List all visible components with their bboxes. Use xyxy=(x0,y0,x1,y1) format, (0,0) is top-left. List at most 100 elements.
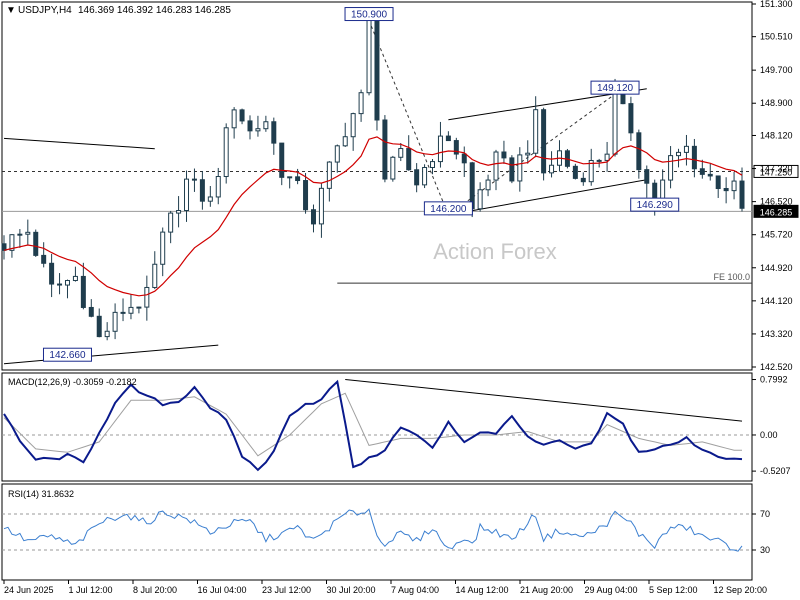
watermark: Action Forex xyxy=(433,239,557,264)
candle-body xyxy=(723,188,729,192)
x-tick-label: 23 Jul 12:00 xyxy=(262,585,311,595)
x-tick-label: 24 Jun 2025 xyxy=(4,585,54,595)
macd-y-tick-label: 0.00 xyxy=(760,430,778,440)
candle-body xyxy=(636,132,642,171)
price-y-tick-label: 149.700 xyxy=(760,65,793,75)
price-annotation-1: 149.120 xyxy=(590,80,640,95)
candle-body xyxy=(477,189,483,210)
x-tick-label: 8 Jul 20:00 xyxy=(133,585,177,595)
candle-body xyxy=(644,169,650,184)
annotation-label: 149.120 xyxy=(597,83,634,94)
macd-layer: 0.7992 0.00 -0.5207 xyxy=(2,375,791,476)
candle-body xyxy=(9,234,15,251)
candle-body xyxy=(453,140,459,155)
candle-body xyxy=(120,311,126,314)
annotation-box xyxy=(630,197,680,212)
candle-body xyxy=(445,135,451,142)
candle-body xyxy=(366,15,372,94)
candle-body xyxy=(303,180,309,211)
candle-body xyxy=(184,178,190,212)
macd-signal-line xyxy=(3,392,742,457)
candle-body xyxy=(17,233,23,236)
candle-body xyxy=(49,262,55,285)
symbol-label: USDJPY,H4 xyxy=(18,5,72,16)
candle-body xyxy=(25,231,31,235)
trendline-1 xyxy=(3,344,219,365)
macd-panel-frame xyxy=(1,372,753,482)
candle-body xyxy=(80,275,86,308)
candle-body xyxy=(96,315,102,338)
rsi-y-tick-label: 70 xyxy=(760,509,770,519)
x-tick-label: 1 Jul 12:00 xyxy=(69,585,113,595)
price-annotation-3: 146.290 xyxy=(630,197,680,212)
candle-body xyxy=(350,113,356,138)
candle-body xyxy=(612,91,618,155)
price-panel-frame xyxy=(1,1,753,371)
level-tag-box-0 xyxy=(753,164,799,178)
candle-body xyxy=(342,136,348,147)
candle-body xyxy=(207,196,213,202)
candle-body xyxy=(604,153,610,161)
trendline-0 xyxy=(3,137,155,150)
candle-body xyxy=(231,109,237,129)
candle-body xyxy=(215,176,221,198)
level-tag-label-0: 147.250 xyxy=(760,167,793,177)
candle-body xyxy=(199,179,205,202)
annotation-label: 146.200 xyxy=(430,204,467,215)
candle-body xyxy=(223,127,229,178)
candle-body xyxy=(715,175,721,190)
macd-trendline xyxy=(345,378,743,422)
candle-body xyxy=(57,283,63,286)
price-y-tick-label: 148.120 xyxy=(760,130,793,140)
candle-body xyxy=(580,177,586,183)
annotation-box xyxy=(42,347,92,362)
candle-body xyxy=(533,109,539,154)
header-arrow-icon: ▼ xyxy=(6,5,16,16)
candle-body xyxy=(628,103,634,134)
candle-body xyxy=(112,311,118,332)
annotation-label: 150.900 xyxy=(351,10,388,21)
candle-body xyxy=(414,169,420,186)
candle-body xyxy=(144,286,150,308)
price-y-tick-label: 145.720 xyxy=(760,230,793,240)
candle-body xyxy=(310,209,316,225)
candle-body xyxy=(136,306,142,309)
candle-body xyxy=(509,157,515,182)
price-layer: FE 100.0 150.900 149.120 146.200 146.290 142.… xyxy=(1,7,799,365)
x-tick-label: 14 Aug 12:00 xyxy=(456,585,509,595)
candle-body xyxy=(33,231,39,256)
macd-line xyxy=(3,379,743,472)
candle-body xyxy=(326,161,332,189)
price-annotation-4: 142.660 xyxy=(42,347,92,362)
candle-body xyxy=(279,142,285,178)
candle-body xyxy=(596,159,602,162)
moving-average-line xyxy=(3,136,743,297)
dashed-projection-1 xyxy=(448,93,616,216)
price-y-tick-label: 148.900 xyxy=(760,98,793,108)
x-tick-label: 12 Sep 20:00 xyxy=(714,585,768,595)
candle-body xyxy=(501,151,507,159)
candle-body xyxy=(422,166,428,186)
candle-body xyxy=(382,119,388,180)
candle-body xyxy=(271,121,277,144)
x-tick-label: 16 Jul 04:00 xyxy=(198,585,247,595)
candle-body xyxy=(128,306,134,314)
rsi-title: RSI(14) 31.8632 xyxy=(8,489,74,499)
candle-body xyxy=(517,154,523,182)
candle-body xyxy=(41,254,47,264)
candle-body xyxy=(485,179,491,191)
annotation-label: 142.660 xyxy=(49,350,86,361)
candle-body xyxy=(263,121,269,130)
candle-body xyxy=(239,109,245,122)
candle-body xyxy=(731,180,737,192)
x-tick-label: 21 Aug 20:00 xyxy=(520,585,573,595)
candle-body xyxy=(390,156,396,180)
candle-body xyxy=(295,176,301,182)
candle-body xyxy=(287,176,293,179)
candle-body xyxy=(461,153,467,164)
rsi-layer: 70 30 xyxy=(2,508,770,555)
candle-body xyxy=(683,145,689,153)
annotation-label: 146.290 xyxy=(637,200,674,211)
